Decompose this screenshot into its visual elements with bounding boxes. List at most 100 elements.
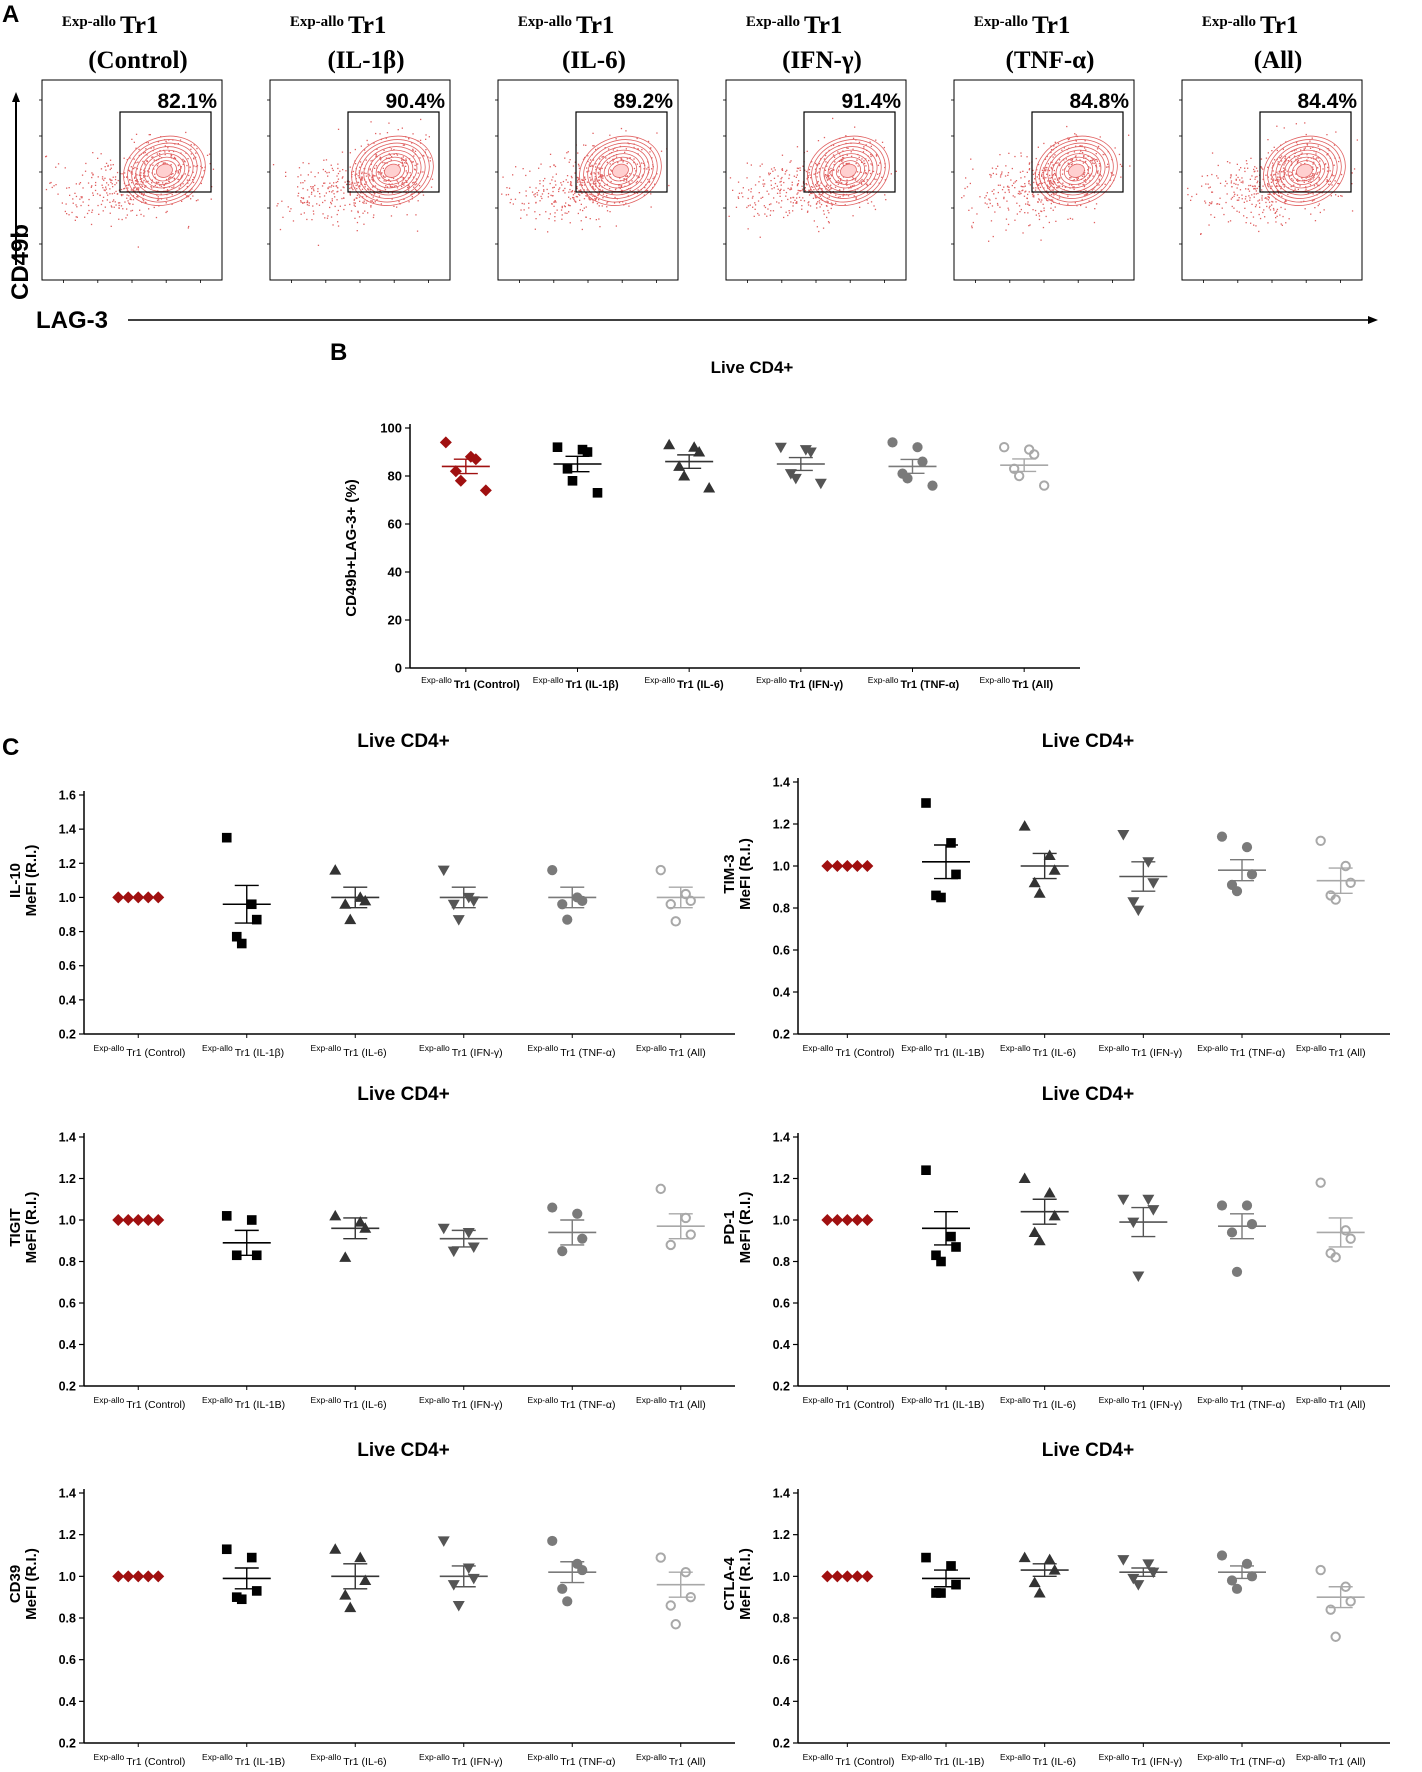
flow-event-dot xyxy=(625,202,627,204)
flow-event-dot xyxy=(1274,212,1276,214)
flow-event-dot xyxy=(650,147,652,149)
flow-event-dot xyxy=(523,203,525,205)
data-point-circle xyxy=(577,895,588,906)
flow-event-dot xyxy=(1229,162,1231,164)
flow-event-dot xyxy=(970,158,972,160)
flow-event-dot xyxy=(518,192,521,194)
flow-event-dot xyxy=(1313,185,1316,187)
flow-event-dot xyxy=(386,162,388,164)
flow-event-dot xyxy=(602,193,605,195)
flow-event-dot xyxy=(127,184,129,186)
flow-event-dot xyxy=(140,213,142,216)
flow-event-dot xyxy=(856,171,859,173)
flow-event-dot xyxy=(303,201,306,204)
flow-event-dot xyxy=(345,170,347,172)
data-point-ring xyxy=(680,1212,691,1224)
flow-event-dot xyxy=(1028,204,1030,206)
flow-event-dot xyxy=(860,182,862,184)
flow-event-dot xyxy=(874,208,877,211)
lag3-arrow-head-icon xyxy=(1368,316,1378,324)
flow-event-dot xyxy=(1272,201,1274,203)
flow-event-dot xyxy=(81,196,83,198)
flow-event-dot xyxy=(1027,193,1029,196)
x-tick-label: Tr1 (IL-1β) xyxy=(566,679,620,691)
flow-plot-title-condition: (IL-6) xyxy=(562,47,626,74)
flow-event-dot xyxy=(1303,181,1305,183)
flow-event-dot xyxy=(788,174,791,176)
flow-event-dot xyxy=(401,158,403,161)
flow-event-dot xyxy=(1251,175,1253,177)
data-point-circle xyxy=(572,1208,583,1219)
flow-event-dot xyxy=(1217,177,1219,179)
flow-event-dot xyxy=(186,164,188,167)
flow-event-dot xyxy=(126,176,128,178)
flow-event-dot xyxy=(809,188,812,191)
flow-event-dot xyxy=(1050,151,1052,154)
flow-event-dot xyxy=(353,198,356,201)
flow-event-dot xyxy=(644,186,646,189)
data-point-circle xyxy=(1241,842,1253,853)
flow-event-dot xyxy=(1204,202,1207,204)
flow-event-dot xyxy=(1264,216,1266,218)
flow-event-dot xyxy=(986,192,988,194)
flow-event-dot xyxy=(94,189,97,192)
flow-event-dot xyxy=(370,160,372,162)
flow-event-dot xyxy=(1075,140,1077,142)
flow-event-dot xyxy=(1233,182,1235,185)
flow-event-dot xyxy=(135,133,138,135)
flow-event-dot xyxy=(764,213,766,215)
flow-event-dot xyxy=(327,175,329,177)
flow-event-dot xyxy=(379,177,381,179)
flow-event-dot xyxy=(866,184,869,187)
flow-event-dot xyxy=(763,185,765,187)
flow-event-dot xyxy=(297,192,300,194)
x-tick-label: Tr1 (IL-6) xyxy=(343,1756,386,1768)
flow-event-dot xyxy=(559,187,561,189)
flow-event-dot xyxy=(830,202,833,204)
flow-event-dot xyxy=(810,186,813,188)
flow-event-dot xyxy=(842,150,844,152)
flow-event-dot xyxy=(367,212,369,214)
flow-event-dot xyxy=(1230,182,1232,184)
flow-event-dot xyxy=(144,162,146,164)
flow-event-dot xyxy=(1284,208,1286,210)
flow-event-dot xyxy=(1273,209,1275,211)
y-tick-label: 20 xyxy=(388,613,402,628)
data-point-triangle-down xyxy=(1117,1555,1130,1566)
flow-event-dot xyxy=(410,194,412,196)
flow-event-dot xyxy=(374,185,377,187)
flow-event-dot xyxy=(118,218,120,220)
flow-event-dot xyxy=(336,191,338,193)
series-3 xyxy=(1117,1194,1168,1283)
flow-event-dot xyxy=(835,202,837,204)
series-2 xyxy=(1018,1551,1069,1598)
flow-event-dot xyxy=(806,150,808,152)
flow-event-dot xyxy=(1233,191,1235,193)
flow-event-dot xyxy=(1200,233,1202,235)
flow-event-dot xyxy=(1304,122,1306,124)
flow-event-dot xyxy=(361,171,363,173)
flow-event-dot xyxy=(336,213,338,216)
flow-event-dot xyxy=(1028,182,1030,185)
flow-event-dot xyxy=(590,178,592,180)
flow-event-dot xyxy=(1244,198,1247,200)
flow-event-dot xyxy=(132,195,135,197)
flow-event-dot xyxy=(589,165,592,167)
flow-event-dot xyxy=(1027,212,1029,214)
flow-event-dot xyxy=(884,179,886,181)
flow-event-dot xyxy=(615,156,618,158)
flow-event-dot xyxy=(1311,174,1314,176)
y-axis-label-unit: MeFI (R.I.) xyxy=(23,1192,40,1264)
flow-event-dot xyxy=(843,164,845,167)
flow-event-dot xyxy=(45,155,48,157)
flow-contour-ring xyxy=(595,149,646,192)
flow-event-dot xyxy=(391,155,393,158)
flow-event-dot xyxy=(845,182,848,185)
flow-event-dot xyxy=(1096,171,1099,173)
flow-event-dot xyxy=(1296,179,1298,181)
flow-event-dot xyxy=(1313,161,1315,163)
flow-event-dot xyxy=(422,194,425,196)
flow-event-dot xyxy=(785,170,787,173)
flow-event-dot xyxy=(398,164,400,166)
flow-event-dot xyxy=(405,192,407,194)
